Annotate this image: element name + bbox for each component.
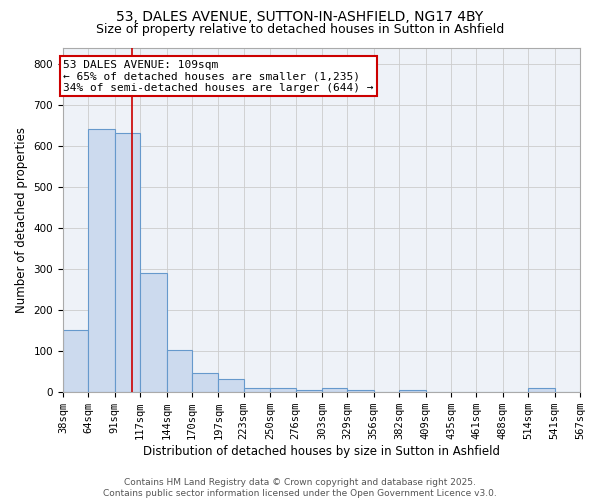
Bar	[528, 388, 554, 392]
Bar	[399, 390, 425, 392]
Text: Contains HM Land Registry data © Crown copyright and database right 2025.
Contai: Contains HM Land Registry data © Crown c…	[103, 478, 497, 498]
Bar	[322, 388, 347, 392]
Bar	[115, 132, 140, 392]
X-axis label: Distribution of detached houses by size in Sutton in Ashfield: Distribution of detached houses by size …	[143, 444, 500, 458]
Bar	[270, 388, 296, 392]
Bar	[244, 388, 270, 392]
Y-axis label: Number of detached properties: Number of detached properties	[15, 126, 28, 312]
Bar	[296, 390, 322, 392]
Bar	[192, 374, 218, 392]
Bar	[88, 128, 115, 392]
Bar	[218, 380, 244, 392]
Bar	[140, 273, 167, 392]
Bar	[63, 330, 88, 392]
Bar	[347, 390, 374, 392]
Bar	[167, 350, 192, 392]
Text: Size of property relative to detached houses in Sutton in Ashfield: Size of property relative to detached ho…	[96, 22, 504, 36]
Text: 53, DALES AVENUE, SUTTON-IN-ASHFIELD, NG17 4BY: 53, DALES AVENUE, SUTTON-IN-ASHFIELD, NG…	[116, 10, 484, 24]
Text: 53 DALES AVENUE: 109sqm
← 65% of detached houses are smaller (1,235)
34% of semi: 53 DALES AVENUE: 109sqm ← 65% of detache…	[63, 60, 373, 93]
